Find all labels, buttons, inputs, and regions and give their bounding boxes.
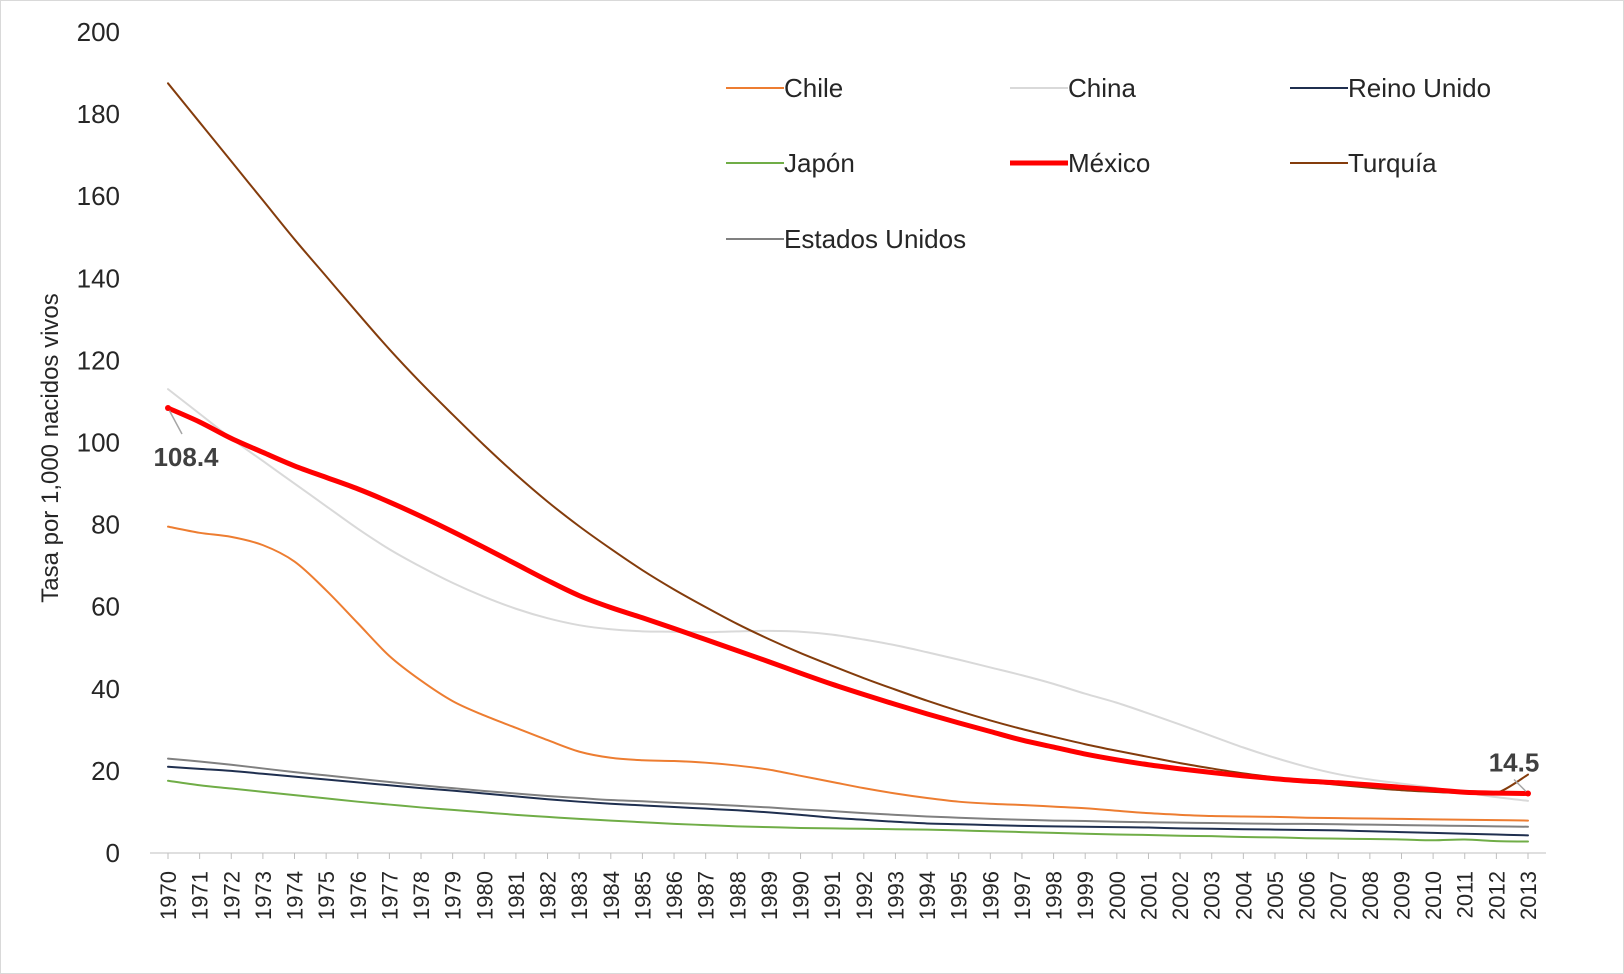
x-tick-label: 1985 xyxy=(630,871,655,920)
x-tick-label: 1978 xyxy=(409,871,434,920)
x-tick-label: 2004 xyxy=(1231,871,1256,920)
annotation-point xyxy=(1525,790,1531,797)
legend: Chile China Reino Unido Japón México Turquía E… xyxy=(726,73,1491,254)
series-line-mexico xyxy=(165,405,1531,796)
x-tick-label: 1983 xyxy=(567,871,592,920)
legend-label-japon: Japón xyxy=(784,148,855,178)
x-tick-label: 1982 xyxy=(536,871,561,920)
x-ticks: 1970 1971 1972 1973 1974 1975 1976 1977 1978 1979… xyxy=(156,853,1541,920)
x-tick-label: 2007 xyxy=(1326,871,1351,920)
x-tick-label: 1984 xyxy=(599,871,624,920)
annotation-label: 108.4 xyxy=(153,442,219,472)
x-tick-label: 2008 xyxy=(1358,871,1383,920)
x-tick-label: 1998 xyxy=(1042,871,1067,920)
annotation-leader xyxy=(1513,778,1529,795)
y-tick-label: 60 xyxy=(91,592,120,622)
y-tick-label: 160 xyxy=(77,181,120,211)
x-tick-label: 1971 xyxy=(188,871,213,920)
x-tick-label: 2009 xyxy=(1389,871,1414,920)
series-line-chile xyxy=(167,525,1529,822)
x-tick-label: 1974 xyxy=(283,871,308,920)
x-tick-label: 1975 xyxy=(314,871,339,920)
x-tick-label: 2000 xyxy=(1105,871,1130,920)
x-tick-label: 2002 xyxy=(1168,871,1193,920)
x-tick-label: 1991 xyxy=(820,871,845,920)
legend-label-china: China xyxy=(1068,73,1136,103)
x-tick-label: 1986 xyxy=(662,871,687,920)
x-tick-label: 1972 xyxy=(219,871,244,920)
x-tick-label: 1979 xyxy=(441,871,466,920)
y-tick-label: 20 xyxy=(91,756,120,786)
y-tick-label: 200 xyxy=(77,17,120,47)
x-tick-label: 1980 xyxy=(472,871,497,920)
x-tick-label: 1976 xyxy=(346,871,371,920)
series-line-estados-unidos xyxy=(167,757,1529,828)
x-tick-label: 2001 xyxy=(1136,871,1161,920)
y-tick-label: 0 xyxy=(106,838,120,868)
x-tick-label: 1973 xyxy=(251,871,276,920)
legend-label-turquia: Turquía xyxy=(1348,148,1437,178)
x-tick-label: 2012 xyxy=(1484,871,1509,920)
x-tick-label: 1981 xyxy=(504,871,529,920)
x-tick-label: 1987 xyxy=(694,871,719,920)
x-tick-label: 2010 xyxy=(1421,871,1446,920)
y-tick-label: 120 xyxy=(77,345,120,375)
x-tick-label: 1996 xyxy=(978,871,1003,920)
x-tick-label: 1992 xyxy=(852,871,877,920)
x-tick-label: 2006 xyxy=(1295,871,1320,920)
y-axis-label: Tasa por 1,000 nacidos vivos xyxy=(37,293,64,603)
x-tick-label: 2013 xyxy=(1516,871,1541,920)
x-tick-label: 1988 xyxy=(725,871,750,920)
x-tick-label: 1997 xyxy=(1010,871,1035,920)
x-tick-label: 1993 xyxy=(883,871,908,920)
legend-label-mexico: México xyxy=(1068,148,1150,178)
legend-label-estados-unidos: Estados Unidos xyxy=(784,224,966,254)
x-tick-label: 1999 xyxy=(1073,871,1098,920)
annotation-point xyxy=(165,405,171,412)
x-tick-label: 1977 xyxy=(377,871,402,920)
x-tick-label: 1990 xyxy=(789,871,814,920)
series-lines xyxy=(165,82,1531,843)
annotations: 108.4 14.5 xyxy=(153,405,1540,797)
series-line-reino-unido xyxy=(167,765,1529,837)
annotation-label: 14.5 xyxy=(1489,747,1540,777)
series-line-china xyxy=(167,388,1529,802)
x-tick-label: 1989 xyxy=(757,871,782,920)
annotation-leader xyxy=(167,407,183,435)
x-tick-label: 2003 xyxy=(1200,871,1225,920)
y-tick-label: 140 xyxy=(77,263,120,293)
x-tick-label: 2005 xyxy=(1263,871,1288,920)
y-tick-label: 80 xyxy=(91,510,120,540)
legend-label-chile: Chile xyxy=(784,73,843,103)
x-tick-label: 1970 xyxy=(156,871,181,920)
x-tick-label: 2011 xyxy=(1453,871,1478,918)
y-ticks: 0 20 40 60 80 100 120 140 160 180 200 xyxy=(77,17,120,868)
y-tick-label: 40 xyxy=(91,674,120,704)
x-tick-label: 1995 xyxy=(947,871,972,920)
y-tick-label: 180 xyxy=(77,99,120,129)
series-line-japon xyxy=(167,779,1529,843)
y-tick-label: 100 xyxy=(77,428,120,458)
x-tick-label: 1994 xyxy=(915,871,940,920)
legend-label-reino-unido: Reino Unido xyxy=(1348,73,1491,103)
